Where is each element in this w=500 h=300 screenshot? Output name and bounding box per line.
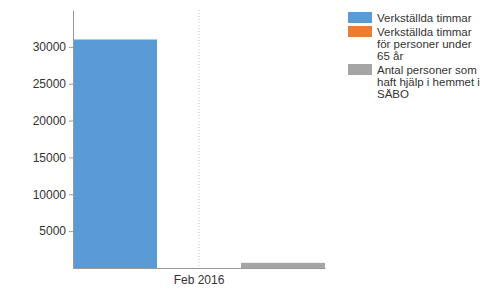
tick-mark	[69, 84, 73, 85]
grid-line	[199, 10, 200, 268]
x-grid	[199, 10, 200, 268]
legend-item: Verkställda timmar	[348, 12, 472, 24]
legend-label: Verkställda timmar	[377, 12, 472, 24]
bars	[73, 39, 325, 268]
tick: 5000	[39, 224, 73, 238]
x-axis: Feb 2016	[74, 268, 326, 287]
tick-label: 15000	[33, 151, 67, 165]
bar	[157, 268, 241, 269]
legend-label: Antal personer somhaft hjälp i hemmet iS…	[377, 64, 480, 100]
tick-label: Feb 2016	[174, 273, 225, 287]
tick-label: 5000	[39, 224, 66, 238]
axis-line	[74, 268, 326, 269]
legend-swatch	[348, 64, 372, 75]
tick-mark	[69, 47, 73, 48]
tick: 25000	[33, 77, 73, 91]
legend-item: Antal personer somhaft hjälp i hemmet iS…	[348, 64, 480, 100]
tick-label: 20000	[33, 114, 67, 128]
tick: 15000	[33, 151, 73, 165]
tick: 30000	[33, 40, 73, 54]
legend-item: Verkställda timmarför personer under65 å…	[348, 26, 472, 62]
tick: Feb 2016	[174, 268, 225, 287]
axis-line	[73, 11, 74, 269]
tick-label: 10000	[33, 188, 67, 202]
legend-swatch	[348, 26, 372, 37]
tick-mark	[69, 157, 73, 158]
tick-mark	[69, 121, 73, 122]
bar	[73, 39, 157, 268]
plot: 5000 10000 15000 20000 25000 30000 Feb 2016	[33, 10, 326, 287]
legend: Verkställda timmar Verkställda timmarför …	[348, 12, 480, 100]
legend-label: Verkställda timmarför personer under65 å…	[377, 26, 472, 62]
tick-mark	[69, 194, 73, 195]
legend-swatch	[348, 12, 372, 23]
chart: 5000 10000 15000 20000 25000 30000 Feb 2016 Ver…	[0, 0, 500, 300]
tick-mark	[69, 231, 73, 232]
y-axis: 5000 10000 15000 20000 25000 30000	[33, 11, 74, 269]
tick: 10000	[33, 188, 73, 202]
tick-label: 30000	[33, 40, 67, 54]
tick-label: 25000	[33, 77, 67, 91]
bar	[241, 263, 325, 268]
tick: 20000	[33, 114, 73, 128]
